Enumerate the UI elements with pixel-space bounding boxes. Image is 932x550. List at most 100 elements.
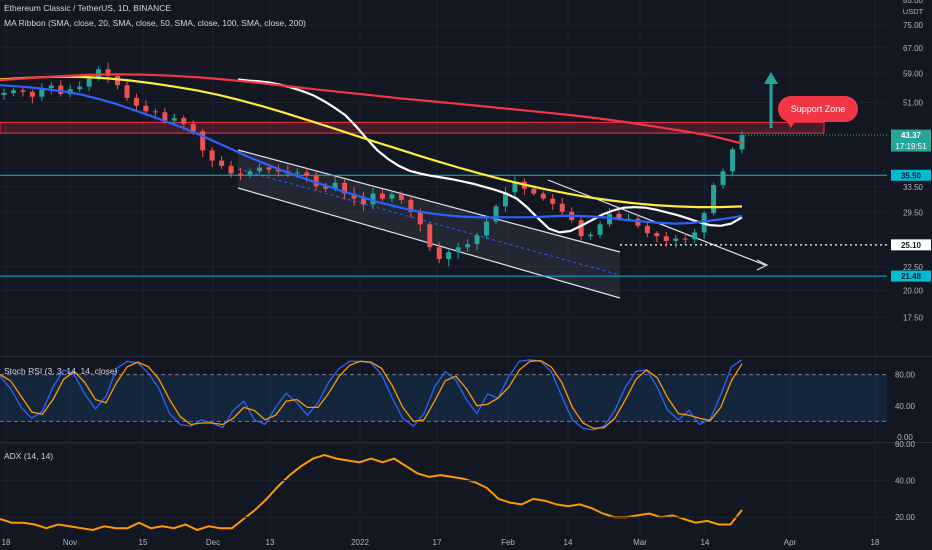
candle-body	[531, 188, 537, 194]
candle-body	[540, 193, 546, 199]
y-tick-label: 67.00	[903, 44, 924, 53]
candle-body	[379, 193, 385, 199]
candle-body	[86, 78, 92, 87]
candle-body	[739, 135, 745, 150]
candle-body	[616, 213, 622, 219]
candle-body	[247, 171, 253, 175]
candle-body	[711, 185, 717, 214]
ma-ribbon-label[interactable]: MA Ribbon (SMA, close, 20, SMA, close, 5…	[4, 18, 306, 28]
candle-body	[294, 172, 300, 174]
candle-body	[484, 221, 490, 236]
horizontal-levels	[0, 121, 887, 277]
candle-body	[10, 90, 16, 93]
candle-body	[465, 244, 471, 248]
candle-body	[436, 247, 442, 259]
y-tick-label: 75.00	[903, 21, 924, 30]
candle-body	[275, 169, 281, 172]
candle-body	[635, 218, 641, 226]
price-badge-label: 43.37	[901, 131, 922, 140]
price-badge-label: 35.50	[901, 171, 922, 180]
candle-body	[200, 131, 206, 151]
candle-body	[105, 69, 111, 77]
price-badge-label: 25.10	[901, 241, 922, 250]
y-tick-label: 33.50	[903, 183, 924, 192]
ma-line	[0, 84, 743, 225]
stoch-line	[0, 359, 743, 431]
candle-body	[77, 86, 83, 90]
stoch-y-tick: 40.00	[895, 402, 916, 411]
candle-body	[720, 171, 726, 186]
candle-body	[323, 186, 329, 189]
up-arrow-head	[764, 72, 778, 84]
ma-ribbon	[0, 73, 743, 234]
y-tick-label: 22.50	[903, 263, 924, 272]
price-badge	[891, 239, 931, 251]
candle-body	[692, 232, 698, 240]
candle-body	[190, 124, 196, 132]
ma-line	[237, 78, 743, 234]
x-tick-label: Nov	[63, 538, 77, 547]
candle-body	[408, 199, 414, 212]
stoch-y-tick: 80.00	[895, 371, 916, 380]
candle-body	[446, 252, 452, 259]
candle-body	[654, 233, 660, 237]
adx-label[interactable]: ADX (14, 14)	[4, 451, 54, 461]
candle-body	[493, 206, 499, 222]
ma-line	[0, 73, 743, 145]
candle-body	[644, 225, 650, 234]
candle-body	[20, 90, 26, 92]
adx-y-tick: 60.00	[895, 440, 916, 449]
candle-body	[673, 238, 679, 241]
stoch-rsi-label[interactable]: Stoch RSI (3, 3, 14, 14, close)	[4, 366, 118, 376]
candle-body	[625, 218, 631, 220]
support-zone-box	[0, 121, 825, 134]
candle-body	[58, 85, 64, 95]
price-badge-label: 21.48	[901, 272, 922, 281]
candle-body	[427, 224, 433, 248]
y-tick-label: 20.00	[903, 286, 924, 295]
candle-body	[588, 234, 594, 237]
y-tick-label: 59.00	[903, 69, 924, 78]
y-tick-label: 85.00	[903, 0, 924, 5]
candle-body	[597, 224, 603, 235]
candle-body	[663, 236, 669, 241]
candle-body	[351, 193, 357, 199]
candle-body	[143, 105, 149, 112]
candle-body	[474, 235, 480, 245]
arrows	[764, 72, 778, 128]
candle-body	[455, 247, 461, 253]
candle-body	[389, 194, 395, 199]
x-tick-label: 18	[2, 538, 11, 547]
candle-body	[152, 111, 158, 113]
x-tick-label: Apr	[784, 538, 797, 547]
candles	[1, 62, 745, 267]
symbol-title[interactable]: Ethereum Classic / TetherUS, 1D, BINANCE	[4, 3, 172, 13]
candle-body	[171, 118, 177, 121]
x-tick-label: 15	[139, 538, 148, 547]
adx-pane	[0, 443, 887, 532]
candle-body	[682, 238, 688, 240]
stoch-band	[0, 374, 887, 422]
x-tick-label: 17	[433, 538, 442, 547]
candle-body	[48, 85, 54, 89]
candle-body	[398, 194, 404, 200]
stoch-line	[0, 359, 743, 430]
candle-body	[238, 173, 244, 175]
candle-body	[370, 193, 376, 205]
candle-body	[332, 182, 338, 189]
ma-line	[0, 75, 743, 209]
y-tick-label: 17.50	[903, 313, 924, 322]
price-badge	[891, 169, 931, 181]
adx-y-tick: 20.00	[895, 513, 916, 522]
candle-body	[228, 165, 234, 174]
stoch-rsi-pane	[0, 359, 887, 431]
price-countdown: 17:19:51	[895, 142, 927, 151]
candle-body	[256, 167, 262, 172]
candle-body	[266, 167, 272, 170]
adx-y-tick: 40.00	[895, 477, 916, 486]
x-tick-label: 2022	[351, 538, 369, 547]
trendline-arrowhead	[756, 259, 769, 271]
currency-label: USDT	[903, 7, 924, 16]
